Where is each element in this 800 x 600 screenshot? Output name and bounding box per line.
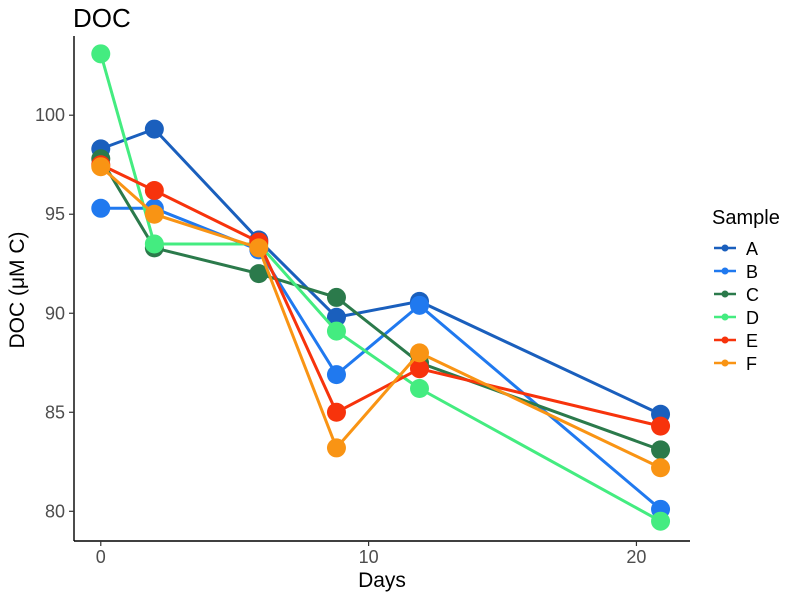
legend-key-point	[721, 244, 729, 252]
x-axis-title: Days	[358, 569, 406, 592]
series-e	[91, 155, 671, 436]
axes: 0 10 20 80 85 90 95 100	[35, 36, 690, 567]
data-point-e	[144, 180, 164, 200]
legend-item-a: A	[714, 239, 758, 259]
data-point-c	[326, 287, 346, 307]
x-tick-label: 20	[626, 547, 646, 567]
data-point-d	[651, 511, 671, 531]
data-point-e	[409, 359, 429, 379]
legend-label: C	[746, 285, 759, 305]
y-tick-label: 85	[45, 402, 65, 422]
legend-label: E	[746, 331, 758, 351]
series-d	[91, 44, 671, 531]
series-f	[91, 157, 671, 478]
legend-item-c: C	[714, 285, 759, 305]
legend-key-point	[721, 313, 729, 321]
data-point-a	[144, 119, 164, 139]
data-point-f	[651, 458, 671, 478]
data-point-f	[409, 343, 429, 363]
legend-item-d: D	[714, 308, 759, 328]
x-tick-label: 0	[96, 547, 106, 567]
y-tick-label: 100	[35, 105, 65, 125]
data-point-c	[249, 264, 269, 284]
chart-title: DOC	[73, 3, 131, 33]
series-layer	[91, 44, 671, 531]
series-line-e	[100, 163, 661, 428]
data-point-f	[326, 438, 346, 458]
y-axis-title: DOC (μM C)	[6, 231, 29, 348]
legend-label: D	[746, 308, 759, 328]
legend-label: B	[746, 262, 758, 282]
legend-item-f: F	[714, 354, 757, 374]
legend-item-e: E	[714, 331, 758, 351]
series-line-d	[99, 53, 662, 523]
data-point-e	[326, 402, 346, 422]
data-point-a	[326, 307, 346, 327]
data-point-d	[409, 379, 429, 399]
x-tick-label: 10	[359, 547, 379, 567]
legend-title: Sample	[712, 207, 780, 229]
legend-key-point	[721, 359, 729, 367]
legend-item-b: B	[714, 262, 758, 282]
data-point-d	[91, 44, 111, 64]
data-point-d	[144, 234, 164, 254]
legend-label: F	[746, 354, 757, 374]
data-point-f	[249, 238, 269, 258]
data-point-e	[651, 416, 671, 436]
legend-key-point	[721, 290, 729, 298]
y-tick-label: 90	[45, 303, 65, 323]
data-point-b	[91, 198, 111, 218]
series-a	[91, 119, 671, 424]
series-line-a	[100, 127, 662, 416]
series-line-b	[100, 206, 662, 511]
data-point-c	[651, 440, 671, 460]
data-point-f	[144, 204, 164, 224]
y-tick-label: 95	[45, 204, 65, 224]
legend-key-point	[721, 336, 729, 344]
legend-key-point	[721, 267, 729, 275]
data-point-b	[409, 295, 429, 315]
series-line-f	[99, 165, 662, 470]
data-point-b	[326, 365, 346, 385]
y-tick-label: 80	[45, 501, 65, 521]
legend-label: A	[746, 239, 758, 259]
data-point-f	[91, 157, 111, 177]
series-c	[91, 149, 671, 460]
data-point-d	[326, 321, 346, 341]
series-b	[91, 198, 671, 519]
